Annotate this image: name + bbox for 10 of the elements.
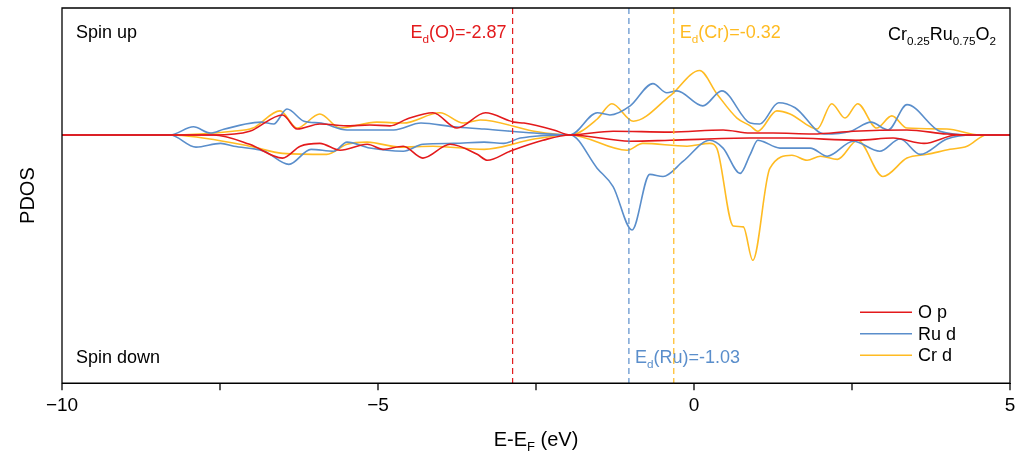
x-tick-label: 5 <box>1004 393 1016 415</box>
legend-label: Ru d <box>918 323 957 344</box>
x-tick-label: −10 <box>45 393 79 415</box>
legend-label: Cr d <box>918 345 953 366</box>
annotation: Spin down <box>76 347 161 368</box>
text: Spin up <box>76 22 138 42</box>
x-tick-label: −5 <box>367 393 389 415</box>
y-axis-title: PDOS <box>16 167 38 224</box>
legend-label: O p <box>918 302 948 323</box>
x-tick-label: 0 <box>688 393 700 415</box>
